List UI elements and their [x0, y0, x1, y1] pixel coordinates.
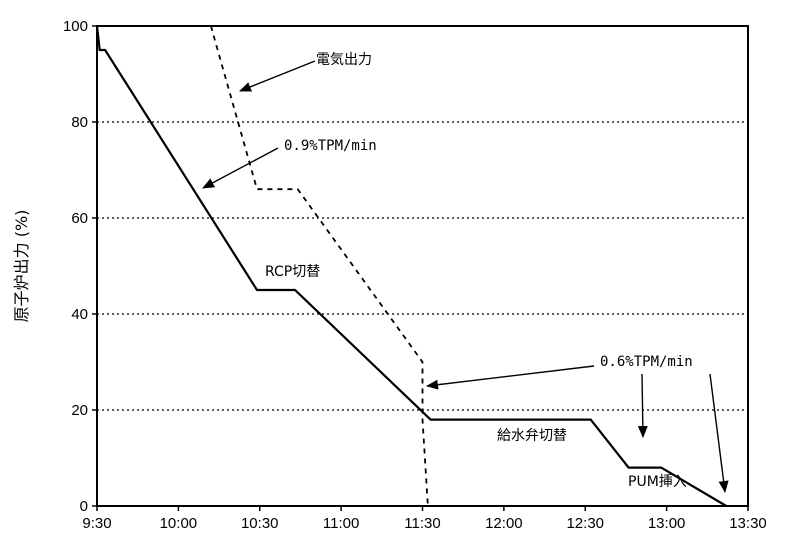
y-tick-label: 100: [63, 18, 88, 35]
annotation-arrow: [637, 373, 648, 438]
annotation-arrow: [239, 60, 316, 92]
plot-frame: [96, 25, 749, 507]
y-tick-label: 0: [80, 498, 88, 515]
annotation-label: PUM挿入: [628, 474, 687, 490]
axis-ticks: 9:30 10:00 10:30 11:00 11:30 12:00 12:30 13:00 1…: [63, 18, 767, 532]
annotation-label: RCP切替: [265, 264, 320, 280]
y-axis-label: 原子炉出力 (%): [12, 210, 31, 323]
y-tick-label: 20: [71, 402, 88, 419]
annotation-label: 0.9%TPM/min: [284, 138, 377, 154]
reactor-power-line: [95, 25, 727, 507]
x-tick-label: 10:30: [241, 515, 279, 532]
y-tick-label: 40: [71, 306, 88, 323]
y-tick-label: 80: [71, 114, 88, 131]
annotations: 電気出力 0.9%TPM/min RCP切替 0.6%TPM/min 給水弁切替 PUM挿…: [202, 52, 729, 493]
x-tick-label: 13:30: [729, 515, 767, 532]
x-tick-label: 9:30: [82, 515, 111, 532]
x-tick-label: 13:00: [648, 515, 686, 532]
y-tick-label: 60: [71, 210, 88, 227]
annotation-label: 0.6%TPM/min: [600, 354, 693, 370]
annotation-arrow: [202, 147, 279, 189]
x-tick-label: 12:30: [566, 515, 604, 532]
electrical-output-line: [210, 25, 429, 507]
annotation-arrow: [709, 373, 729, 493]
x-tick-label: 12:00: [485, 515, 523, 532]
x-tick-label: 11:30: [404, 515, 440, 532]
annotation-label: 電気出力: [316, 52, 372, 68]
annotation-label: 給水弁切替: [497, 428, 567, 444]
x-tick-label: 10:00: [160, 515, 198, 532]
x-tick-label: 11:00: [323, 515, 359, 532]
data-series: [95, 25, 727, 507]
annotation-arrow: [426, 365, 595, 390]
